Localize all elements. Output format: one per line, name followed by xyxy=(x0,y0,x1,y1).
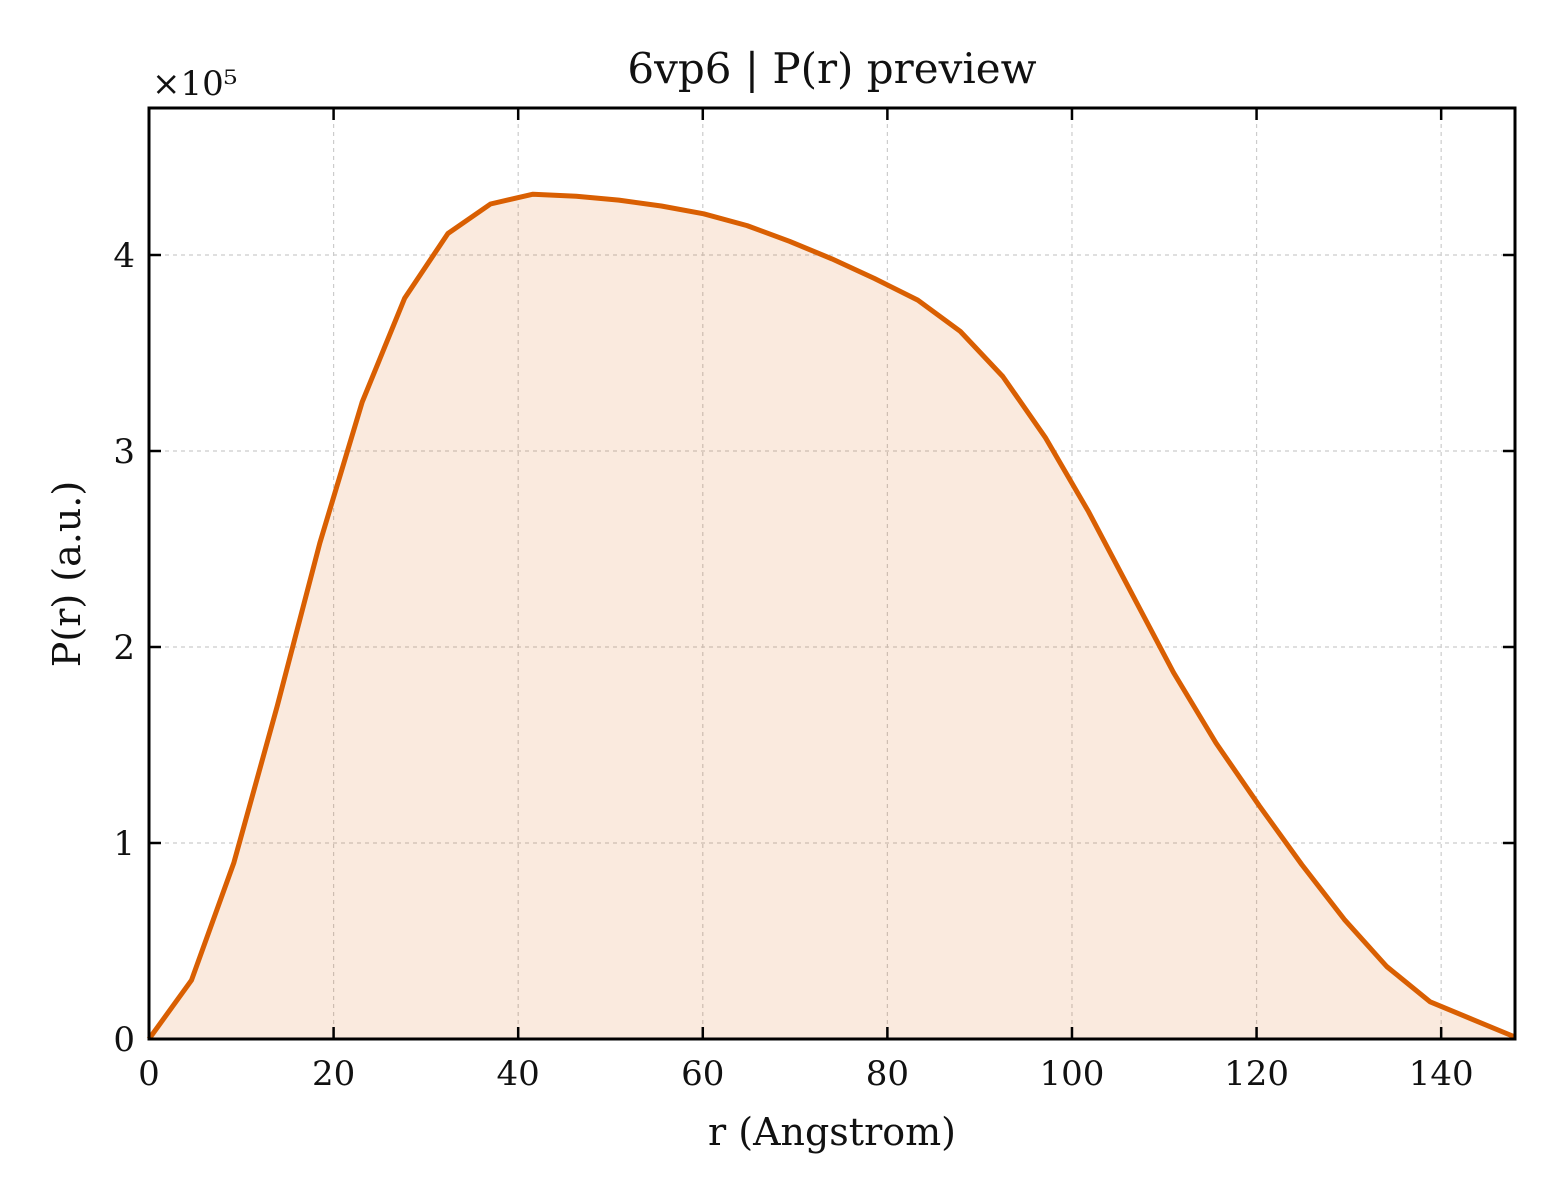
x-tick-label: 60 xyxy=(681,1054,724,1094)
series-area-fill xyxy=(149,194,1515,1039)
y-tick-label: 4 xyxy=(113,236,135,276)
x-axis-label: r (Angstrom) xyxy=(708,1110,956,1154)
x-tick-label: 80 xyxy=(866,1054,909,1094)
y-axis-multiplier: ×10⁵ xyxy=(152,64,237,104)
chart-title: 6vp6 | P(r) preview xyxy=(627,44,1036,93)
series-line xyxy=(146,191,1516,1041)
x-tick-label: 100 xyxy=(1040,1054,1105,1094)
x-tick-label: 0 xyxy=(138,1054,160,1094)
y-tick-label: 3 xyxy=(113,432,135,472)
axis-ticks: 0 20 40 60 80 100 120 140 0 1 2 3 4 xyxy=(113,108,1515,1094)
x-tick-label: 120 xyxy=(1224,1054,1289,1094)
x-tick-label: 40 xyxy=(497,1054,540,1094)
y-axis-label: P(r) (a.u.) xyxy=(45,481,89,667)
x-tick-label: 20 xyxy=(312,1054,355,1094)
y-tick-label: 2 xyxy=(113,628,135,668)
plot-frame xyxy=(147,106,1517,1041)
y-tick-label: 1 xyxy=(113,824,135,864)
x-tick-label: 140 xyxy=(1409,1054,1474,1094)
y-tick-label: 0 xyxy=(113,1020,135,1060)
